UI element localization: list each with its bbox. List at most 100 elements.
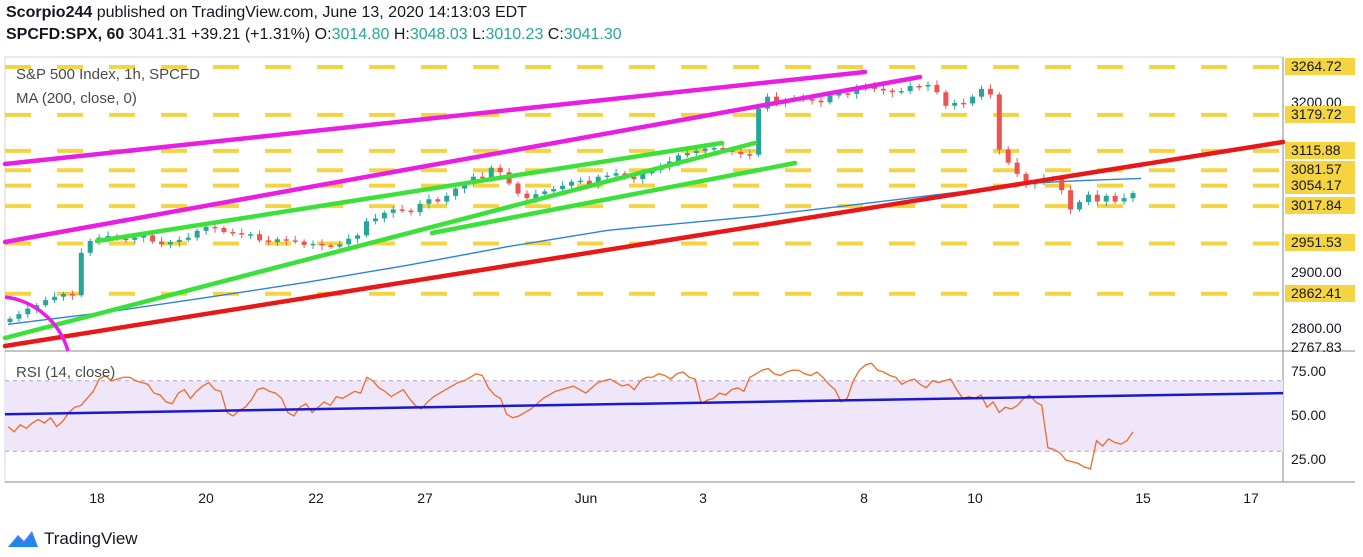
candle-body bbox=[462, 183, 468, 189]
price-tick: 2900.00 bbox=[1291, 263, 1342, 280]
ma-legend: MA (200, close, 0) bbox=[16, 90, 137, 107]
candle-body bbox=[167, 242, 173, 245]
symbol-info: SPCFD:SPX, 60 3041.31 +39.21 (+1.31%) O:… bbox=[6, 26, 622, 44]
candle-body bbox=[328, 245, 334, 247]
candle-body bbox=[1103, 195, 1109, 202]
time-tick: 8 bbox=[860, 490, 868, 506]
candle-body bbox=[1014, 162, 1020, 174]
time-tick: 22 bbox=[308, 490, 324, 506]
tradingview-logo[interactable]: TradingView bbox=[6, 527, 138, 551]
candle-body bbox=[952, 102, 958, 106]
trendline-red-5 bbox=[2, 139, 1286, 349]
candle-body bbox=[497, 167, 503, 173]
candle-body bbox=[925, 84, 931, 87]
candle-body bbox=[577, 180, 583, 183]
candle-body bbox=[595, 176, 601, 185]
candle-body bbox=[1068, 190, 1074, 210]
candle-body bbox=[551, 189, 557, 192]
candle-body bbox=[444, 195, 450, 202]
close-value: 3041.30 bbox=[563, 26, 622, 43]
candle-body bbox=[346, 238, 352, 245]
rsi-legend: RSI (14, close) bbox=[16, 364, 116, 381]
rsi-tick: 75.00 bbox=[1291, 363, 1327, 379]
candle-body bbox=[25, 308, 31, 315]
candle-body bbox=[836, 93, 842, 96]
candle-body bbox=[239, 233, 245, 235]
price-level-label: 3264.72 bbox=[1285, 58, 1355, 75]
candle-body bbox=[542, 191, 548, 195]
candle-body bbox=[943, 92, 949, 106]
candle-body bbox=[230, 231, 236, 234]
candle-body bbox=[426, 199, 432, 204]
candle-body bbox=[684, 153, 690, 156]
candle-body bbox=[43, 300, 49, 306]
tradingview-icon bbox=[8, 531, 38, 547]
price-level-label: 3179.72 bbox=[1285, 105, 1355, 123]
candle-body bbox=[1005, 149, 1011, 163]
candle-body bbox=[283, 239, 289, 241]
candle-body bbox=[1077, 202, 1083, 210]
candle-body bbox=[372, 218, 378, 222]
price-level-label: 2767.83 bbox=[1291, 339, 1342, 355]
candle-body bbox=[1121, 198, 1127, 202]
open-value: 3014.80 bbox=[331, 26, 390, 43]
price-level-label: 3115.88 bbox=[1285, 141, 1355, 159]
candle-body bbox=[123, 238, 129, 241]
candle-body bbox=[524, 193, 530, 199]
candle-body bbox=[818, 100, 824, 103]
candle-body bbox=[970, 96, 976, 104]
candle-body bbox=[675, 155, 681, 162]
rsi-trendline bbox=[4, 391, 1284, 416]
candle-body bbox=[1023, 173, 1029, 185]
fib-arc bbox=[4, 295, 70, 352]
candle-body bbox=[408, 210, 414, 213]
candle-body bbox=[1112, 195, 1118, 202]
candle-body bbox=[738, 151, 744, 155]
last-price: 3041.31 bbox=[128, 26, 187, 43]
candle-body bbox=[711, 147, 717, 150]
candle-body bbox=[399, 209, 405, 211]
candle-body bbox=[105, 235, 111, 238]
candle-body bbox=[7, 318, 13, 323]
low-label: L: bbox=[472, 26, 486, 43]
candle-body bbox=[693, 150, 699, 154]
candle-body bbox=[301, 241, 307, 245]
candle-body bbox=[515, 183, 521, 194]
candle-body bbox=[319, 243, 325, 246]
candle-body bbox=[996, 94, 1002, 150]
candle-body bbox=[453, 188, 459, 196]
candle-body bbox=[212, 226, 218, 229]
price-tick: 2800.00 bbox=[1291, 319, 1342, 336]
candle-body bbox=[185, 237, 191, 240]
candle-body bbox=[274, 239, 280, 243]
candle-body bbox=[889, 90, 895, 93]
ma-200-line bbox=[7, 177, 1142, 326]
candle-body bbox=[435, 199, 441, 202]
candle-body bbox=[60, 293, 66, 297]
candle-body bbox=[479, 176, 485, 179]
rsi-line bbox=[7, 362, 1134, 470]
time-tick: 17 bbox=[1243, 490, 1259, 506]
candle-body bbox=[533, 194, 539, 199]
price-level-label: 3054.17 bbox=[1285, 176, 1355, 194]
time-tick: 3 bbox=[699, 490, 707, 506]
candle-body bbox=[1094, 194, 1100, 202]
candle-body bbox=[613, 173, 619, 176]
candle-body bbox=[569, 181, 574, 186]
candle-body bbox=[934, 84, 940, 93]
author-name[interactable]: Scorpio244 bbox=[6, 4, 93, 21]
time-tick: Jun bbox=[574, 490, 598, 506]
candle-body bbox=[898, 91, 904, 93]
trendline-green-2 bbox=[94, 140, 725, 244]
candle-body bbox=[417, 203, 423, 213]
symbol-label: SPCFD:SPX, 60 bbox=[6, 26, 125, 43]
high-value: 3048.03 bbox=[409, 26, 468, 43]
rsi-band bbox=[5, 380, 1283, 452]
candle-body bbox=[987, 88, 993, 95]
price-level-label: 3081.57 bbox=[1285, 161, 1355, 179]
candle-body bbox=[978, 88, 984, 97]
candle-body bbox=[78, 252, 84, 296]
candle-body bbox=[854, 88, 860, 94]
candle-body bbox=[560, 185, 566, 190]
